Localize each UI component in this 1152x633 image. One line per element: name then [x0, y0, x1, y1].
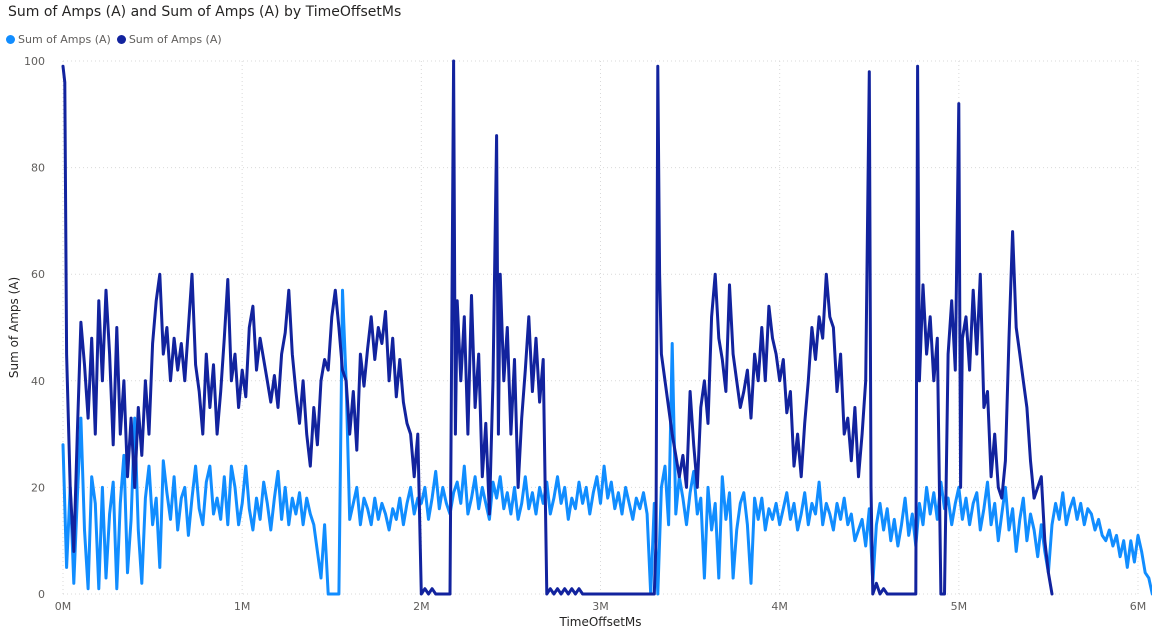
x-tick-label: 2M [413, 600, 430, 613]
x-tick-label: 5M [951, 600, 968, 613]
x-tick-label: 4M [771, 600, 788, 613]
x-tick-label: 3M [592, 600, 609, 613]
y-tick-label: 60 [31, 268, 45, 281]
x-tick-label: 6M [1130, 600, 1147, 613]
series-line-2[interactable] [61, 59, 1054, 596]
series-lines[interactable] [61, 59, 1152, 596]
series-line-1[interactable] [61, 288, 1152, 596]
y-tick-label: 100 [24, 55, 45, 68]
legend-marker-series-1 [6, 35, 15, 44]
chart-legend: Sum of Amps (A) Sum of Amps (A) [6, 33, 228, 46]
legend-label-series-1: Sum of Amps (A) [18, 33, 111, 46]
x-tick-label: 1M [234, 600, 251, 613]
x-tick-label: 0M [55, 600, 72, 613]
y-axis-ticks: 0 20 40 60 80 100 [24, 55, 45, 601]
legend-label-series-2: Sum of Amps (A) [128, 33, 222, 46]
x-axis-ticks: 0M 1M 2M 3M 4M 5M 6M [55, 600, 1147, 613]
legend-marker-series-2 [116, 35, 126, 44]
chart-title: Sum of Amps (A) and Sum of Amps (A) by T… [8, 4, 402, 20]
legend-item-series-1[interactable]: Sum of Amps (A) [6, 33, 111, 46]
legend-item-series-2[interactable]: Sum of Amps (A) [116, 33, 222, 46]
y-tick-label: 40 [31, 375, 45, 388]
y-tick-label: 20 [31, 481, 45, 494]
y-axis-title: Sum of Amps (A) [7, 277, 21, 378]
x-axis-title: TimeOffsetMs [558, 615, 641, 629]
y-tick-label: 0 [38, 588, 45, 601]
y-tick-label: 80 [31, 162, 45, 175]
